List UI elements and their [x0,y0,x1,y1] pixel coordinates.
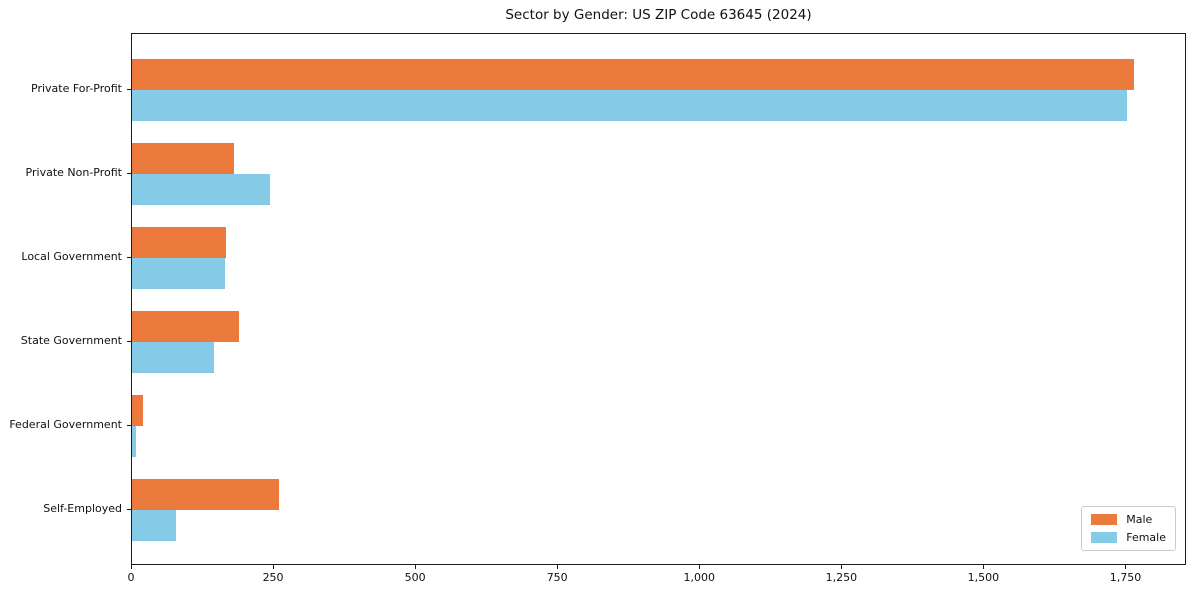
bar-female-private-for-profit [132,90,1128,121]
bar-female-local-government [132,258,225,289]
x-tick-mark [131,565,132,569]
y-tick-mark [127,341,131,342]
bar-male-self-employed [132,479,280,510]
bar-female-state-government [132,342,215,373]
y-tick-mark [127,173,131,174]
x-tick-label: 1,750 [1109,571,1142,584]
bar-female-federal-government [132,426,136,457]
category-label-local-government: Local Government [21,250,122,263]
x-tick-label: 250 [262,571,284,584]
male-legend-label: Male [1126,513,1153,526]
legend: Male Female [1081,506,1176,551]
x-tick-mark [557,565,559,569]
bar-female-self-employed [132,510,176,541]
x-tick-label: 1,250 [825,571,858,584]
x-tick-mark [1125,565,1127,569]
x-tick-mark [841,565,843,569]
male-legend-swatch [1091,514,1118,525]
x-tick-mark [983,565,985,569]
y-tick-mark [127,425,131,426]
x-tick-mark [699,565,701,569]
x-tick-label: 0 [127,571,135,584]
category-label-private-for-profit: Private For-Profit [31,82,122,95]
category-label-private-non-profit: Private Non-Profit [25,166,122,179]
x-tick-label: 1,500 [967,571,1000,584]
x-tick-mark [273,565,275,569]
bar-male-state-government [132,311,239,342]
bar-male-private-non-profit [132,143,234,174]
legend-item-male: Male [1091,513,1166,526]
category-label-self-employed: Self-Employed [43,502,122,515]
y-tick-mark [127,257,131,258]
x-tick-label: 750 [546,571,568,584]
y-tick-mark [127,509,131,510]
bar-male-private-for-profit [132,59,1134,90]
bar-male-local-government [132,227,226,258]
legend-item-female: Female [1091,531,1166,544]
female-legend-swatch [1091,532,1118,543]
category-label-federal-government: Federal Government [9,418,122,431]
y-tick-mark [127,89,131,90]
bar-female-private-non-profit [132,174,271,205]
category-label-state-government: State Government [20,334,122,347]
x-tick-label: 1,000 [683,571,716,584]
x-tick-mark [415,565,417,569]
plot-area: Male Female [131,33,1186,565]
female-legend-label: Female [1126,531,1166,544]
bar-male-federal-government [132,395,144,426]
x-tick-label: 500 [404,571,426,584]
chart-title: Sector by Gender: US ZIP Code 63645 (202… [505,7,812,23]
